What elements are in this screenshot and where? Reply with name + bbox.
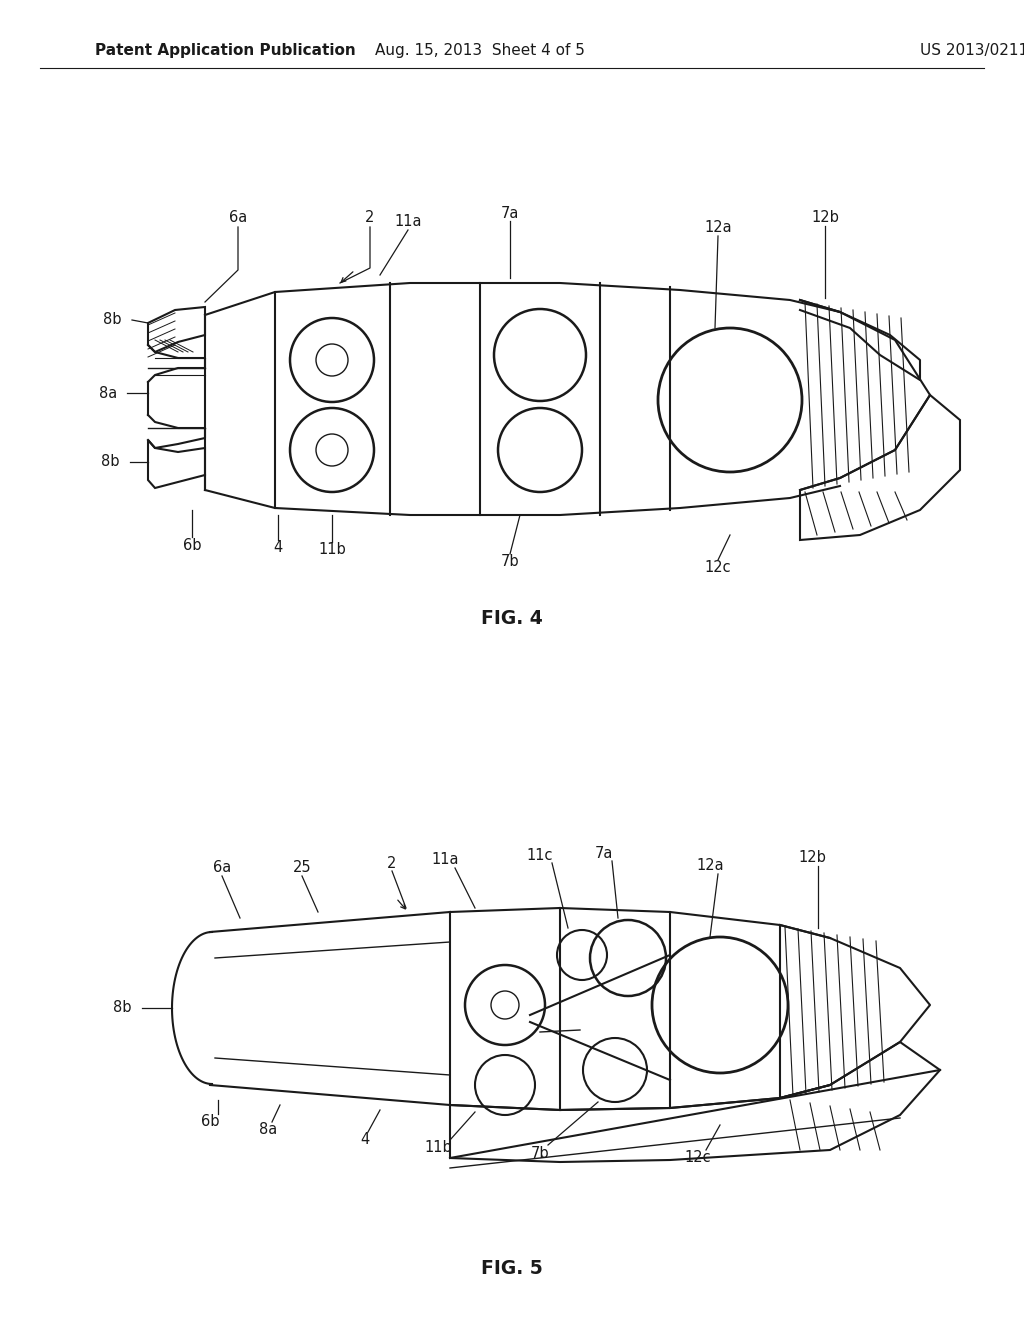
Text: 2: 2 — [366, 210, 375, 226]
Text: FIG. 5: FIG. 5 — [481, 1258, 543, 1278]
Text: 8a: 8a — [99, 385, 117, 400]
Text: 7a: 7a — [595, 846, 613, 861]
Text: 11b: 11b — [318, 543, 346, 557]
Text: 6a: 6a — [229, 210, 247, 226]
Text: 7b: 7b — [530, 1146, 549, 1160]
Text: 12b: 12b — [811, 210, 839, 226]
Text: 8b: 8b — [102, 313, 121, 327]
Text: Aug. 15, 2013  Sheet 4 of 5: Aug. 15, 2013 Sheet 4 of 5 — [375, 42, 585, 58]
Text: 6a: 6a — [213, 861, 231, 875]
Text: 12c: 12c — [685, 1151, 712, 1166]
Text: 12c: 12c — [705, 561, 731, 576]
Text: 8b: 8b — [113, 1001, 131, 1015]
Text: Patent Application Publication: Patent Application Publication — [95, 42, 355, 58]
Text: FIG. 4: FIG. 4 — [481, 609, 543, 627]
Text: 12a: 12a — [705, 220, 732, 235]
Text: 11c: 11c — [526, 847, 553, 862]
Text: 6b: 6b — [201, 1114, 219, 1130]
Text: 11b: 11b — [424, 1139, 452, 1155]
Text: US 2013/0211442 A1: US 2013/0211442 A1 — [920, 42, 1024, 58]
Text: 11a: 11a — [394, 214, 422, 230]
Text: 12b: 12b — [798, 850, 826, 866]
Text: 7b: 7b — [501, 554, 519, 569]
Text: 8b: 8b — [100, 454, 119, 470]
Text: 25: 25 — [293, 861, 311, 875]
Text: 4: 4 — [360, 1133, 370, 1147]
Text: 4: 4 — [273, 540, 283, 556]
Text: 8a: 8a — [259, 1122, 278, 1138]
Text: 6b: 6b — [182, 537, 202, 553]
Text: 2: 2 — [387, 855, 396, 870]
Text: 11a: 11a — [431, 853, 459, 867]
Text: 12a: 12a — [696, 858, 724, 874]
Text: 7a: 7a — [501, 206, 519, 220]
